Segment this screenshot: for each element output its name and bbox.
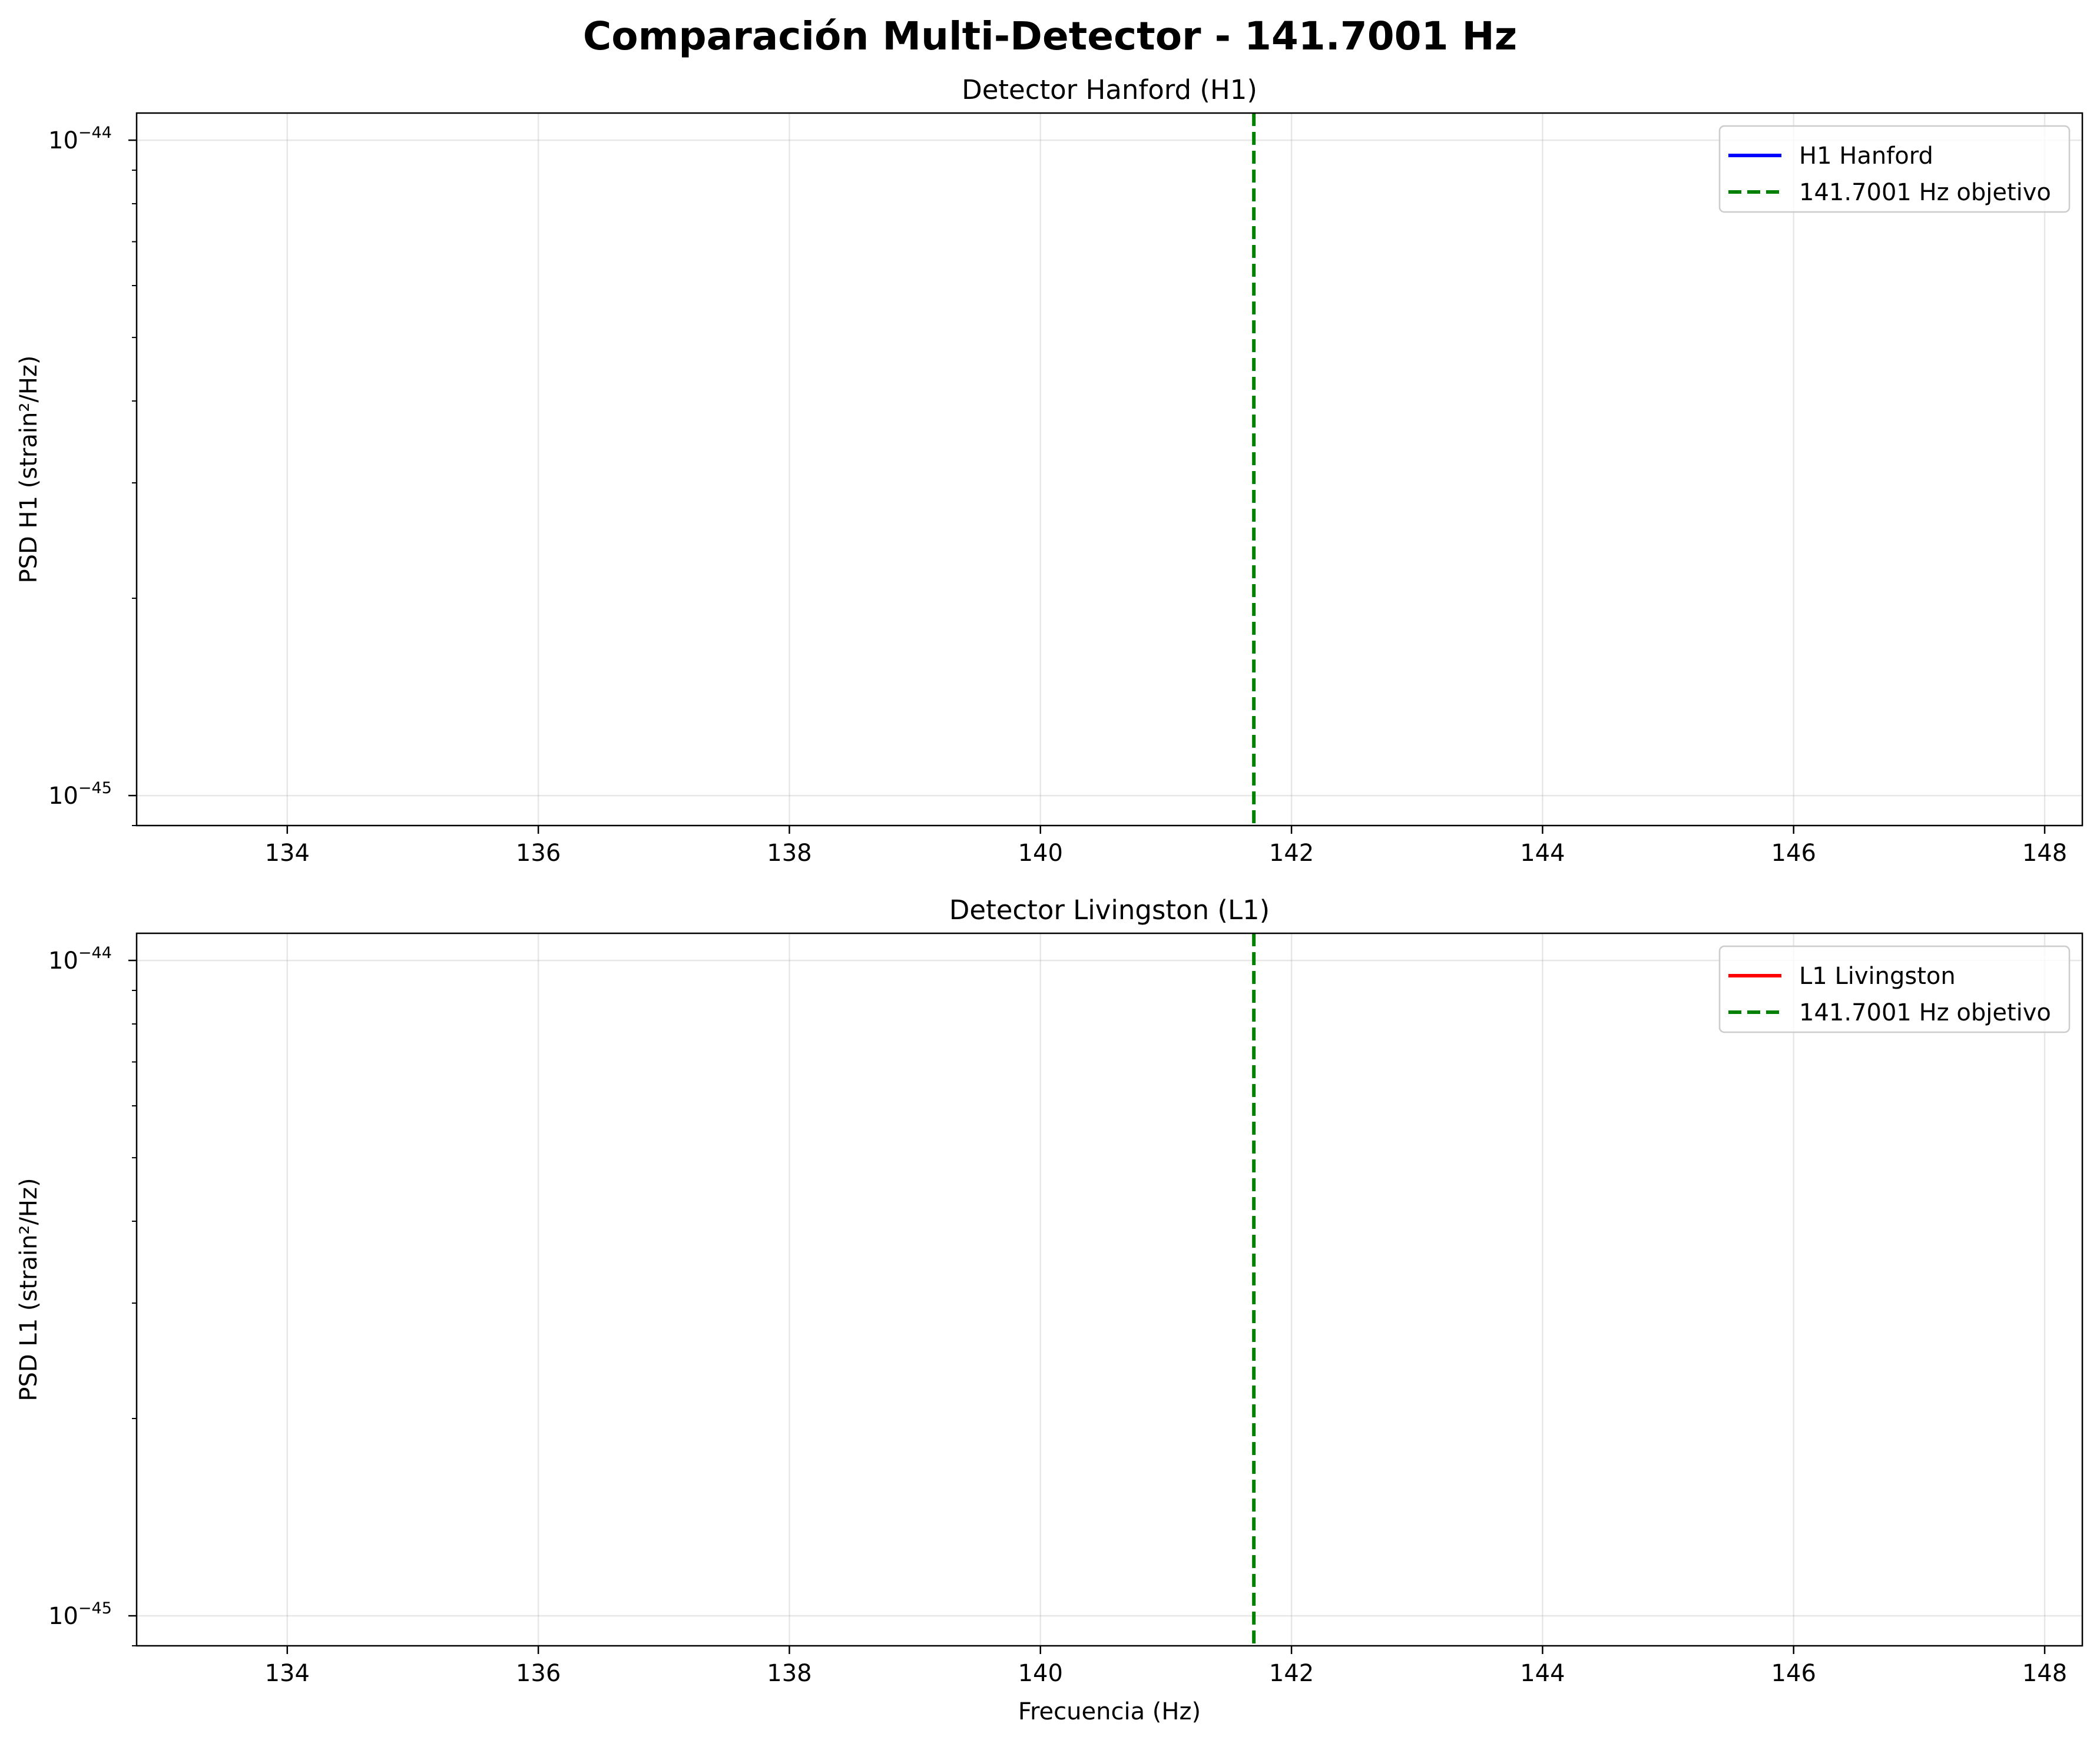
x-tick-label: 142: [1269, 1660, 1314, 1687]
y-tick-label: 10−45: [48, 779, 112, 810]
y-axis-label: PSD L1 (strain²/Hz): [15, 1178, 42, 1401]
panels: 134 136 138 140 142 144 146 148 10−44 10−45 Detect…: [15, 74, 2084, 1687]
x-tick-label: 142: [1269, 840, 1314, 867]
x-tick-label: 140: [1018, 1660, 1063, 1687]
x-tick-label: 134: [265, 1660, 310, 1687]
x-tick-label: 136: [516, 1660, 561, 1687]
legend-label: L1 Livingston: [1799, 963, 1956, 990]
panel-title: Detector Hanford (H1): [962, 74, 1257, 105]
chart-panel: 134 136 138 140 142 144 146 148 10−44 10−45 Detect…: [15, 74, 2084, 867]
x-axis-label: Frecuencia (Hz): [1018, 1698, 1201, 1725]
x-tick-label: 138: [767, 840, 811, 867]
x-tick-label: 144: [1520, 1660, 1565, 1687]
legend-label: 141.7001 Hz objetivo: [1799, 179, 2051, 206]
y-tick-label: 10−44: [48, 124, 112, 154]
legend-label: H1 Hanford: [1799, 142, 1933, 170]
y-tick-label: 10−44: [48, 944, 112, 975]
legend: L1 Livingston 141.7001 Hz objetivo: [1718, 945, 2071, 1033]
legend: H1 Hanford 141.7001 Hz objetivo: [1718, 125, 2071, 213]
x-tick-label: 146: [1771, 840, 1816, 867]
x-tick-label: 140: [1018, 840, 1063, 867]
chart-panel: 134 136 138 140 142 144 146 148 10−44 10−45 Detect…: [15, 894, 2084, 1687]
axes-frame: [135, 932, 2084, 1647]
x-tick-label: 148: [2022, 1660, 2067, 1687]
legend-box: [1718, 945, 2071, 1033]
axes-frame: [135, 112, 2084, 827]
x-tick-label: 144: [1520, 840, 1565, 867]
legend-label: 141.7001 Hz objetivo: [1799, 999, 2051, 1026]
x-tick-label: 138: [767, 1660, 811, 1687]
x-tick-label: 134: [265, 840, 310, 867]
x-tick-label: 146: [1771, 1660, 1816, 1687]
legend-box: [1718, 125, 2071, 213]
figure-title: Comparación Multi-Detector - 141.7001 Hz: [583, 14, 1517, 59]
x-tick-label: 148: [2022, 840, 2067, 867]
x-tick-label: 136: [516, 840, 561, 867]
panel-title: Detector Livingston (L1): [949, 894, 1270, 926]
y-axis-label: PSD H1 (strain²/Hz): [15, 355, 42, 583]
y-tick-label: 10−45: [48, 1599, 112, 1630]
